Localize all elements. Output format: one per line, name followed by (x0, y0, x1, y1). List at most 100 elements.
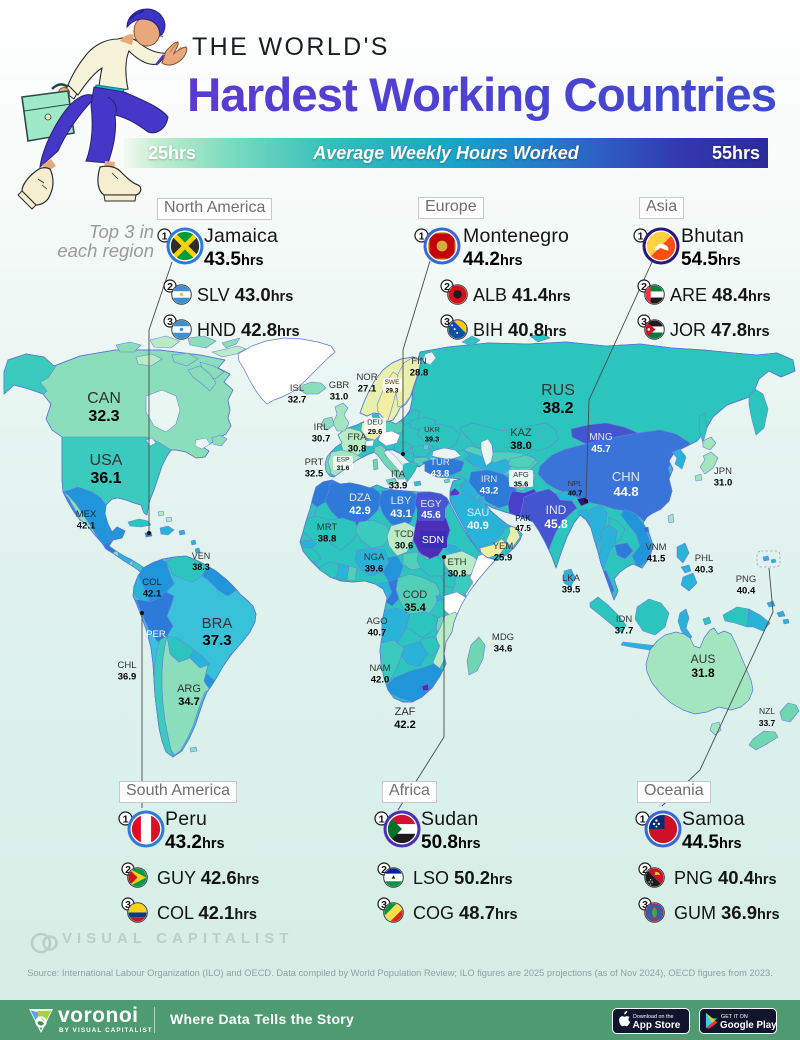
svg-text:UKR: UKR (424, 425, 440, 434)
svg-text:App Store: App Store (633, 1020, 681, 1031)
svg-text:1: 1 (123, 813, 129, 825)
svg-text:BRA: BRA (202, 615, 233, 632)
svg-text:MDG: MDG (492, 632, 514, 643)
svg-text:1: 1 (379, 813, 385, 825)
svg-text:IRN: IRN (481, 474, 498, 485)
svg-text:2: 2 (381, 864, 387, 876)
svg-text:3: 3 (444, 316, 450, 328)
svg-text:29.3: 29.3 (386, 388, 399, 395)
svg-text:2: 2 (642, 864, 648, 876)
svg-text:AFG: AFG (513, 470, 529, 479)
svg-text:RUS: RUS (541, 382, 575, 399)
svg-text:ARG: ARG (177, 683, 201, 695)
svg-text:38.8: 38.8 (318, 534, 337, 545)
svg-text:SWE: SWE (385, 379, 400, 386)
svg-text:YEM: YEM (493, 541, 514, 552)
svg-text:2: 2 (167, 281, 173, 293)
svg-text:GBR: GBR (329, 380, 350, 391)
svg-text:1: 1 (638, 230, 644, 242)
svg-text:32.3: 32.3 (88, 408, 119, 425)
svg-text:SDN: SDN (422, 534, 444, 546)
svg-text:42.0: 42.0 (371, 675, 390, 686)
svg-text:PNG: PNG (736, 574, 757, 585)
svg-text:43.8: 43.8 (431, 469, 450, 480)
svg-text:42.9: 42.9 (349, 505, 370, 517)
svg-text:DZA: DZA (349, 492, 372, 504)
svg-text:2: 2 (641, 281, 647, 293)
svg-text:35.6: 35.6 (514, 480, 529, 489)
svg-text:3: 3 (167, 316, 173, 328)
svg-text:CHN: CHN (612, 469, 640, 484)
svg-text:3: 3 (642, 899, 648, 911)
svg-text:JPN: JPN (714, 466, 732, 477)
svg-text:3: 3 (125, 899, 131, 911)
svg-text:ESP: ESP (336, 457, 349, 464)
svg-text:PRT: PRT (305, 457, 324, 468)
svg-text:41.5: 41.5 (647, 554, 666, 565)
svg-text:35.4: 35.4 (404, 602, 426, 614)
svg-text:FRA: FRA (348, 432, 368, 443)
svg-text:40.3: 40.3 (695, 565, 714, 576)
svg-text:25.9: 25.9 (494, 553, 513, 564)
svg-text:SAU: SAU (467, 507, 490, 519)
svg-text:45.8: 45.8 (544, 517, 568, 531)
svg-text:COL: COL (142, 577, 162, 588)
svg-text:31.0: 31.0 (714, 478, 733, 489)
svg-text:ETH: ETH (448, 557, 467, 568)
svg-text:42.2: 42.2 (394, 719, 415, 731)
svg-text:43.2: 43.2 (480, 486, 499, 497)
svg-text:Google Play: Google Play (720, 1020, 776, 1031)
svg-text:GET IT ON: GET IT ON (721, 1014, 748, 1020)
svg-text:Download on the: Download on the (633, 1014, 673, 1020)
svg-text:1: 1 (419, 230, 425, 242)
svg-text:27.1: 27.1 (358, 384, 377, 395)
svg-text:39.6: 39.6 (365, 564, 384, 575)
svg-text:32.7: 32.7 (288, 395, 307, 406)
svg-text:40.7: 40.7 (368, 628, 387, 639)
svg-text:CHL: CHL (117, 660, 136, 671)
svg-text:LKA: LKA (562, 573, 581, 584)
svg-text:NGA: NGA (364, 552, 385, 563)
svg-text:33.7: 33.7 (759, 718, 776, 728)
svg-text:39.5: 39.5 (562, 585, 581, 596)
svg-text:ZAF: ZAF (395, 706, 416, 718)
svg-text:PAK: PAK (515, 514, 531, 523)
svg-text:2: 2 (444, 281, 450, 293)
svg-text:ITA: ITA (391, 469, 406, 480)
svg-text:42.1: 42.1 (143, 589, 162, 600)
svg-text:30.6: 30.6 (395, 541, 414, 552)
svg-text:IRL: IRL (314, 422, 329, 433)
svg-text:MNG: MNG (589, 432, 613, 443)
svg-text:USA: USA (90, 452, 123, 469)
svg-text:NAM: NAM (369, 663, 390, 674)
svg-text:DEU: DEU (367, 418, 383, 427)
svg-text:FIN: FIN (411, 356, 426, 367)
svg-text:30.8: 30.8 (448, 569, 467, 580)
svg-text:38.3: 38.3 (192, 562, 210, 572)
svg-text:36.1: 36.1 (90, 470, 121, 487)
svg-text:AUS: AUS (691, 652, 716, 666)
svg-text:IDN: IDN (616, 614, 633, 625)
svg-text:45.6: 45.6 (421, 510, 441, 521)
svg-text:34.6: 34.6 (494, 644, 513, 655)
svg-text:31.8: 31.8 (691, 666, 715, 680)
svg-text:37.3: 37.3 (202, 632, 231, 649)
svg-text:38.2: 38.2 (542, 400, 573, 417)
svg-text:40.4: 40.4 (737, 586, 756, 597)
svg-text:NZL: NZL (759, 706, 775, 716)
svg-text:TUR: TUR (430, 457, 450, 468)
svg-text:36.9: 36.9 (118, 672, 137, 683)
svg-text:3: 3 (641, 316, 647, 328)
svg-text:39.3: 39.3 (425, 435, 440, 444)
svg-text:28.8: 28.8 (410, 368, 429, 379)
svg-text:VEN: VEN (192, 551, 211, 561)
svg-text:IND: IND (546, 503, 567, 517)
svg-text:PER: PER (146, 629, 166, 640)
svg-text:47.5: 47.5 (515, 524, 531, 533)
svg-text:1: 1 (640, 813, 646, 825)
svg-text:30.8: 30.8 (348, 444, 367, 455)
svg-text:CAN: CAN (87, 390, 121, 407)
svg-text:TCD: TCD (394, 529, 414, 540)
svg-text:KAZ: KAZ (510, 427, 532, 439)
svg-text:43.1: 43.1 (390, 508, 411, 520)
